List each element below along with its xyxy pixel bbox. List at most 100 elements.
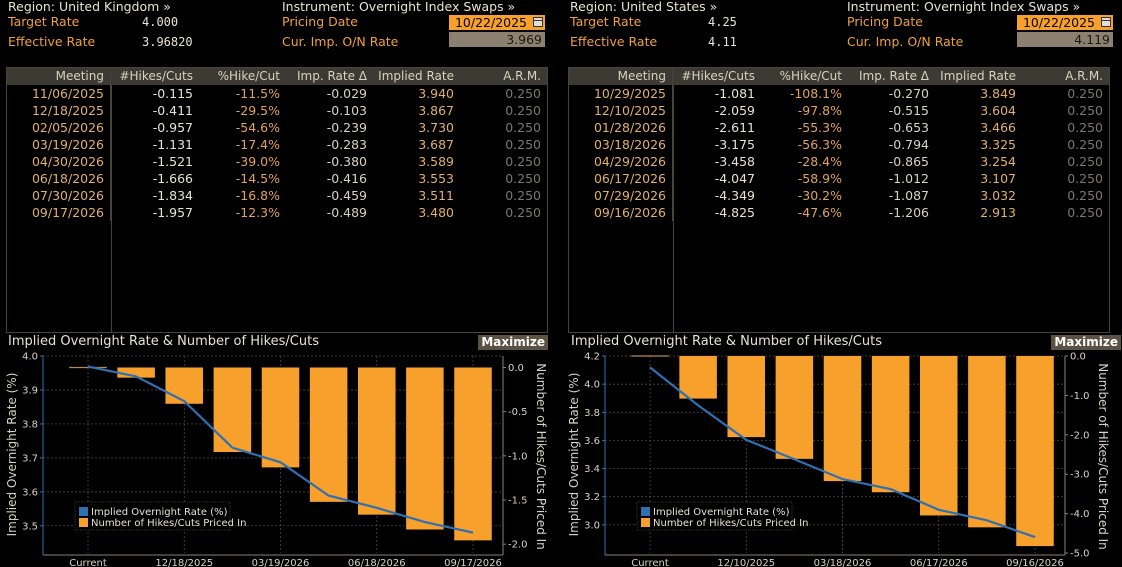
table-cell: 0.250 [1067, 86, 1103, 101]
y-tick-label: 4.0 [584, 380, 600, 391]
table-cell: -17.4% [235, 137, 280, 152]
meetings-table: Meeting #Hikes/Cuts %Hike/Cut Imp. Rate … [6, 67, 548, 333]
table-row[interactable]: 01/28/2026 -2.611 -55.3% -0.653 3.466 0.250 [569, 119, 1109, 136]
table-cell: 07/30/2026 [7, 187, 111, 204]
region-label[interactable]: Region: United Kingdom » [8, 0, 171, 14]
table-cell: -3.458 [714, 154, 755, 169]
table-cell: 04/29/2026 [569, 153, 673, 170]
pricing-date-value: 10/22/2025 [1022, 15, 1095, 30]
table-cell: 3.589 [418, 154, 454, 169]
hikes-cuts-bar [213, 367, 252, 453]
region-selector[interactable]: Region: United States » [570, 0, 718, 14]
table-cell: 02/05/2026 [7, 119, 111, 136]
target-rate-label: Target Rate [8, 14, 80, 29]
table-row[interactable]: 09/16/2026 -4.825 -47.6% -1.206 2.913 0.250 [569, 204, 1109, 221]
table-cell: 0.250 [1067, 120, 1103, 135]
table-cell: 0.250 [505, 103, 541, 118]
region-selector[interactable]: Region: United Kingdom » [8, 0, 171, 17]
column-header[interactable]: Meeting [569, 68, 673, 85]
column-header[interactable]: Meeting [7, 68, 111, 85]
legend-swatch-bar [79, 518, 88, 527]
table-cell: -97.8% [797, 103, 842, 118]
x-tick-label: Current [631, 558, 669, 567]
legend-label: Implied Overnight Rate (%) [91, 507, 228, 518]
hikes-cuts-bar [117, 367, 155, 378]
y-tick-label: 3.6 [22, 487, 38, 498]
legend-label: Number of Hikes/Cuts Priced In [653, 518, 808, 529]
table-row[interactable]: 07/30/2026 -1.834 -16.8% -0.459 3.511 0.250 [7, 187, 547, 204]
cur-imp-rate-label: Cur. Imp. O/N Rate [282, 34, 399, 49]
table-cell: 3.867 [418, 103, 454, 118]
column-header[interactable]: %Hike/Cut [779, 69, 842, 83]
cur-imp-rate-label: Cur. Imp. O/N Rate [847, 34, 964, 49]
table-cell: -0.411 [152, 103, 193, 118]
y-tick-label: 3.9 [22, 385, 38, 396]
x-tick-label: 06/18/2026 [348, 558, 406, 567]
effective-rate-value: 3.96820 [142, 35, 193, 49]
column-header[interactable]: Imp. Rate Δ [296, 69, 367, 83]
table-cell: 0.250 [505, 188, 541, 203]
column-header[interactable]: Implied Rate [940, 69, 1016, 83]
table-row[interactable]: 04/30/2026 -1.521 -39.0% -0.380 3.589 0.250 [7, 153, 547, 170]
table-cell: -4.047 [714, 171, 755, 186]
y-right-tick-label: -0.5 [508, 407, 528, 418]
x-tick-label: 03/18/2026 [814, 558, 872, 567]
column-header[interactable]: Implied Rate [378, 69, 454, 83]
table-row[interactable]: 02/05/2026 -0.957 -54.6% -0.239 3.730 0.250 [7, 119, 547, 136]
column-header[interactable]: #Hikes/Cuts [681, 69, 755, 83]
table-row[interactable]: 09/17/2026 -1.957 -12.3% -0.489 3.480 0.250 [7, 204, 547, 221]
table-cell: -1.666 [152, 171, 193, 186]
column-header[interactable]: A.R.M. [503, 69, 541, 83]
maximize-button[interactable]: Maximize [1051, 335, 1121, 350]
cur-imp-rate-field[interactable]: 3.969 [449, 32, 545, 47]
table-row[interactable]: 11/06/2025 -0.115 -11.5% -0.029 3.940 0.250 [7, 85, 547, 102]
table-row[interactable]: 10/29/2025 -1.081 -108.1% -0.270 3.849 0.250 [569, 85, 1109, 102]
pricing-date-input[interactable]: 10/22/2025 [449, 15, 545, 30]
table-cell: 01/28/2026 [569, 119, 673, 136]
table-row[interactable]: 04/29/2026 -3.458 -28.4% -0.865 3.254 0.250 [569, 153, 1109, 170]
cur-imp-rate-field[interactable]: 4.119 [1017, 32, 1113, 47]
uk-panel: Region: United Kingdom » Target Rate 4.0… [0, 0, 556, 567]
y-tick-label: 3.8 [22, 419, 38, 430]
table-cell: 3.480 [418, 205, 454, 220]
table-cell: -0.270 [888, 86, 929, 101]
table-row[interactable]: 12/18/2025 -0.411 -29.5% -0.103 3.867 0.250 [7, 102, 547, 119]
table-cell: 3.940 [418, 86, 454, 101]
table-cell: 10/29/2025 [569, 85, 673, 102]
table-row[interactable]: 03/19/2026 -1.131 -17.4% -0.283 3.687 0.250 [7, 136, 547, 153]
table-cell: -0.865 [888, 154, 929, 169]
table-cell: -58.9% [797, 171, 842, 186]
table-cell: 3.325 [980, 137, 1016, 152]
pricing-date-value: 10/22/2025 [454, 15, 527, 30]
pricing-date-input[interactable]: 10/22/2025 [1017, 15, 1113, 30]
y-tick-label: 3.7 [22, 453, 38, 464]
table-row[interactable]: 03/18/2026 -3.175 -56.3% -0.794 3.325 0.250 [569, 136, 1109, 153]
table-cell: 07/29/2026 [569, 187, 673, 204]
hikes-cuts-bar [309, 367, 348, 502]
chart-legend: Implied Overnight Rate (%)Number of Hike… [636, 501, 808, 531]
table-cell: -11.5% [235, 86, 280, 101]
x-tick-label: 09/17/2026 [444, 558, 502, 567]
table-header: Meeting #Hikes/Cuts %Hike/Cut Imp. Rate … [7, 68, 547, 85]
calendar-icon[interactable] [533, 17, 543, 27]
table-row[interactable]: 06/18/2026 -1.666 -14.5% -0.416 3.553 0.250 [7, 170, 547, 187]
table-cell: 0.250 [505, 171, 541, 186]
instrument-selector[interactable]: Instrument: Overnight Index Swaps » [282, 0, 516, 14]
column-header[interactable]: Imp. Rate Δ [858, 69, 929, 83]
instrument-selector[interactable]: Instrument: Overnight Index Swaps » [847, 0, 1081, 14]
table-row[interactable]: 06/17/2026 -4.047 -58.9% -1.012 3.107 0.250 [569, 170, 1109, 187]
table-cell: -0.283 [326, 137, 367, 152]
table-cell: 03/18/2026 [569, 136, 673, 153]
calendar-icon[interactable] [1101, 17, 1111, 27]
table-row[interactable]: 12/10/2025 -2.059 -97.8% -0.515 3.604 0.250 [569, 102, 1109, 119]
y-axis-title: Implied Overnight Rate (%) [567, 373, 581, 537]
table-cell: -1.087 [888, 188, 929, 203]
table-cell: 03/19/2026 [7, 136, 111, 153]
column-header[interactable]: %Hike/Cut [217, 69, 280, 83]
table-row[interactable]: 07/29/2026 -4.349 -30.2% -1.087 3.032 0.250 [569, 187, 1109, 204]
hikes-cuts-bar [454, 367, 492, 541]
maximize-button[interactable]: Maximize [478, 335, 548, 350]
table-cell: -1.131 [152, 137, 193, 152]
column-header[interactable]: #Hikes/Cuts [119, 69, 193, 83]
column-header[interactable]: A.R.M. [1065, 69, 1103, 83]
